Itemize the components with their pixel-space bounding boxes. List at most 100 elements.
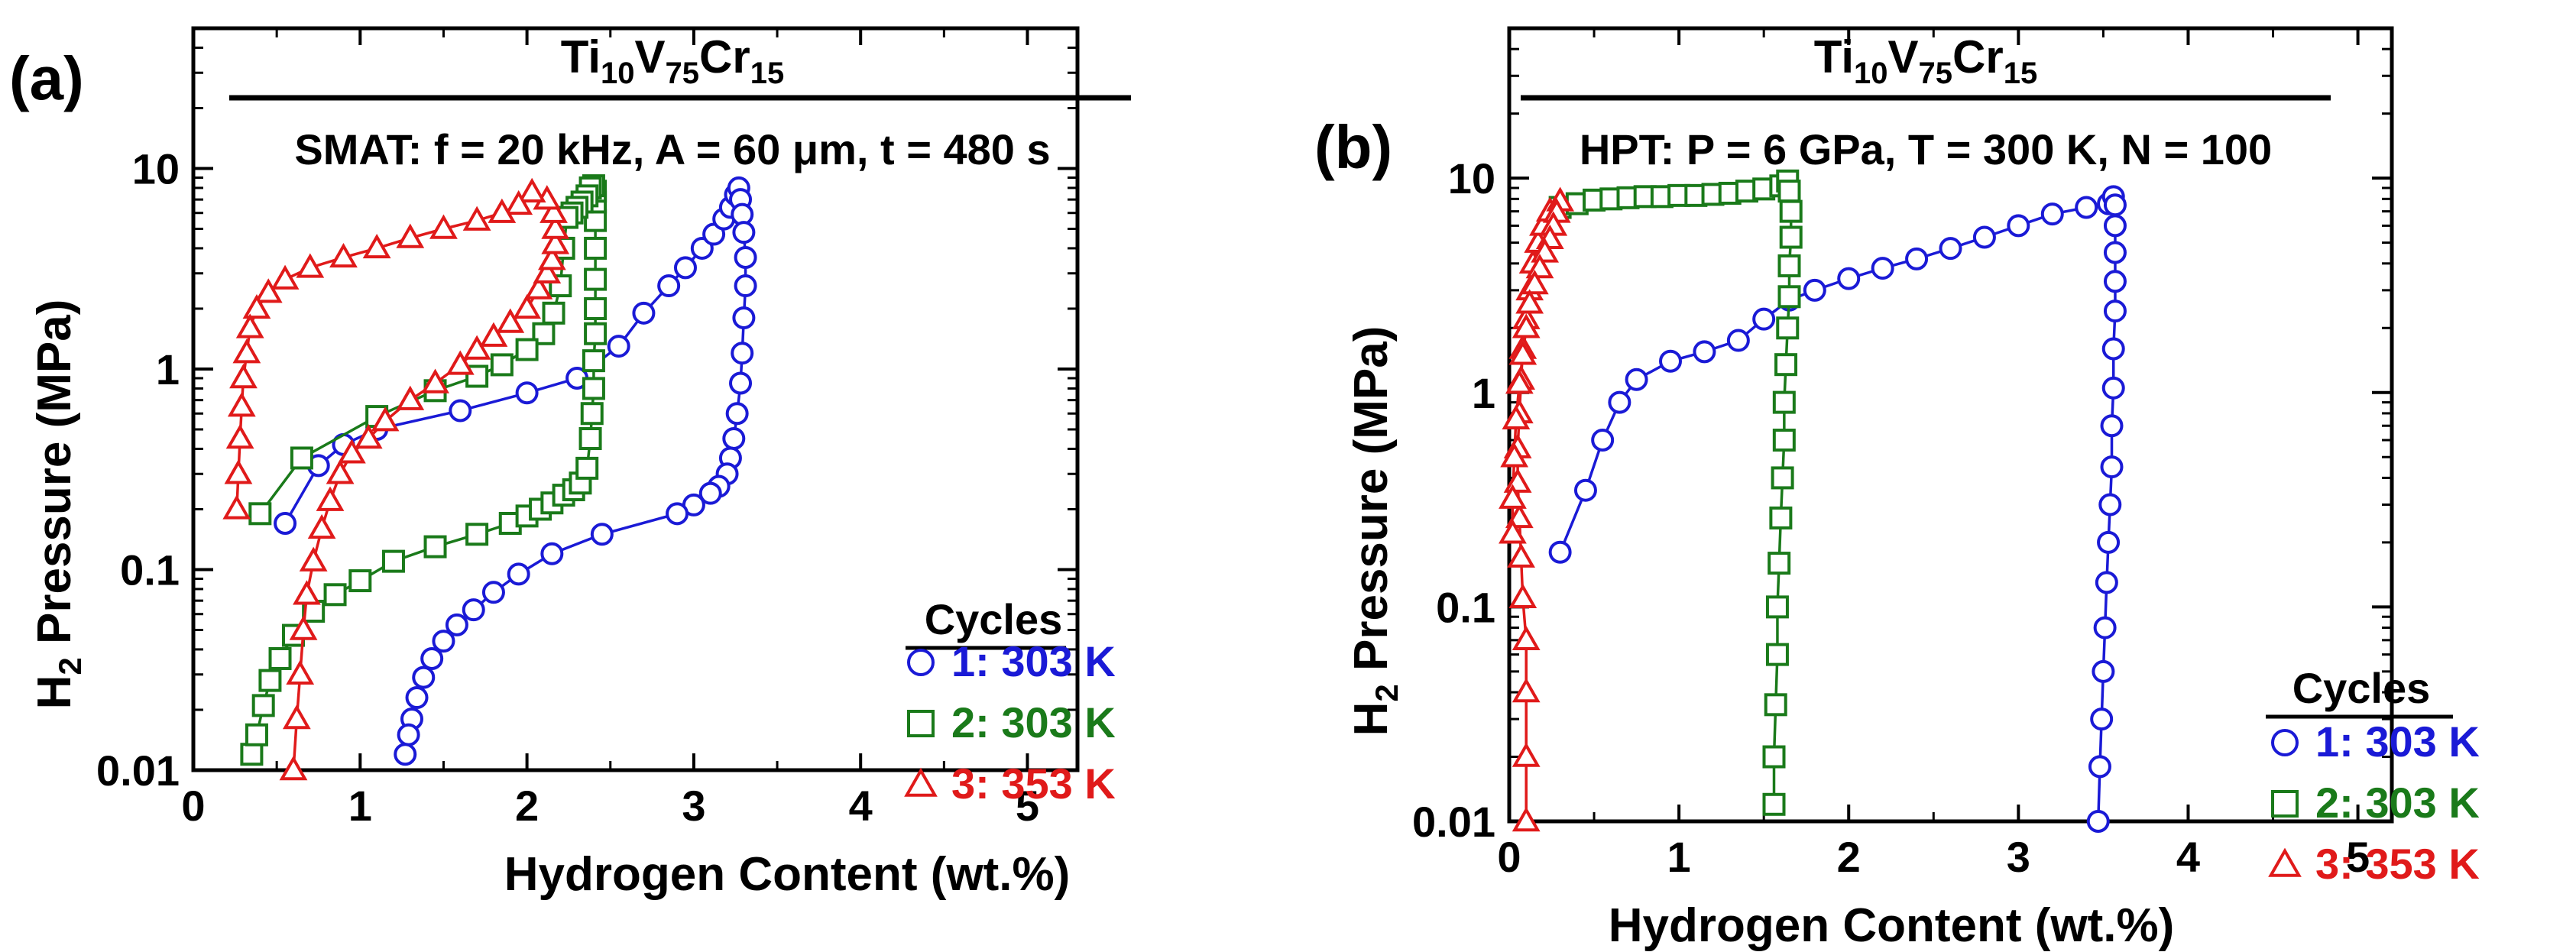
plot-area [191,26,1080,781]
legend-marker [2271,790,2299,818]
data-point [420,646,444,670]
y-axis-label: H2 Pressure (MPa) [1345,326,1405,737]
data-point [584,209,608,232]
data-point [429,214,458,239]
data-point [316,486,345,511]
data-point [1505,369,1534,394]
x-tick-label: 0 [181,782,205,830]
x-tick-labels: 0 1 2 3 4 5 [1497,833,2370,881]
data-point [421,368,449,393]
data-point [1777,254,1801,277]
data-point [2086,810,2110,833]
data-point [254,278,283,303]
data-point [381,549,405,573]
data-point [540,542,564,565]
data-point [348,569,372,593]
x-tick-label: 4 [2176,833,2200,881]
data-point [540,198,568,223]
data-point [299,546,328,572]
data-point [513,293,542,319]
data-point [282,704,311,730]
data-point [578,427,602,451]
data-point [2098,493,2122,516]
x-axis-label: Hydrogen Content (wt.%) [1609,899,2175,952]
data-point [1779,225,1803,249]
data-point [2103,193,2127,217]
x-tick-label: 1 [348,782,372,830]
data-point [462,335,491,360]
data-point [582,377,605,400]
data-point [524,274,553,300]
svg-text:Ti10V75Cr15: Ti10V75Cr15 [561,31,784,90]
y-axis-label: H2 Pressure (MPa) [28,300,88,710]
data-point [2090,708,2114,731]
data-point [396,385,425,410]
data-point [542,301,565,325]
data-point [354,424,383,449]
title-sub-v: 75 [666,57,700,90]
data-point [293,580,321,605]
data-point [1500,442,1529,468]
data-point [289,615,318,640]
data-point [245,723,268,746]
data-point [673,256,697,280]
title-sub-cr: 15 [750,57,785,90]
y-tick-label: 1 [156,345,180,393]
data-point [533,258,562,283]
legend-title: Cycles [925,595,1063,643]
data-point [397,723,420,746]
panel-label: (b) [1314,113,1392,181]
data-point [396,223,425,248]
legend-label: 1: 303 K [951,637,1116,685]
subtitle: SMAT: f = 20 kHz, A = 60 μm, t = 480 s [294,125,1050,173]
data-point [1768,552,1791,575]
data-point [488,198,517,223]
legend-marker-circle [907,649,935,676]
data-point [1871,257,1894,280]
data-point [1508,340,1537,365]
data-point [590,523,614,546]
legend-entry-2: 2: 303 K [2271,779,2480,827]
data-point [1772,390,1796,414]
x-tick-label: 5 [2346,833,2370,881]
x-tick-label: 3 [682,782,705,830]
data-point [734,245,757,269]
series-1 [274,176,757,766]
ylabel-rest: Pressure (MPa) [28,300,81,658]
data-point [258,669,282,692]
data-point [229,364,258,389]
data-point [725,402,749,426]
data-point [462,598,485,622]
data-point [307,513,336,539]
data-point [1512,807,1541,832]
data-point [412,665,436,689]
y-tick-label: 0.1 [120,546,180,594]
data-point [1512,742,1541,767]
legend: Cycles 1: 303 K 2: 303 K 3: 353 K [2266,664,2480,888]
data-point [465,523,489,546]
data-point [584,236,608,260]
title-v: V [635,31,666,83]
title-v: V [1888,31,1919,83]
legend-entry-3: 3: 353 K [2268,840,2480,888]
data-point [449,399,472,423]
title-cr: Cr [1952,31,2004,83]
legend-entry-1: 1: 303 K [907,637,1116,685]
legend-entry-1: 1: 303 K [2271,717,2480,766]
data-point [2103,241,2127,264]
legend-label: 2: 303 K [2315,779,2480,827]
plot-area [1499,26,2394,833]
data-point [1512,313,1541,338]
legend-marker [907,710,935,737]
chart-panel-a: (a) Ti10V75Cr15 SMAT: f = 20 kHz, A = 60… [9,26,1131,901]
data-point [2100,455,2124,479]
data-point [490,353,514,377]
data-point [504,189,533,215]
series-line [1559,193,2117,822]
data-point [1693,340,1716,364]
data-point [423,535,447,559]
series-1 [1548,185,2127,833]
title-cr: Cr [699,31,750,83]
legend-marker-triangle [2268,847,2302,877]
